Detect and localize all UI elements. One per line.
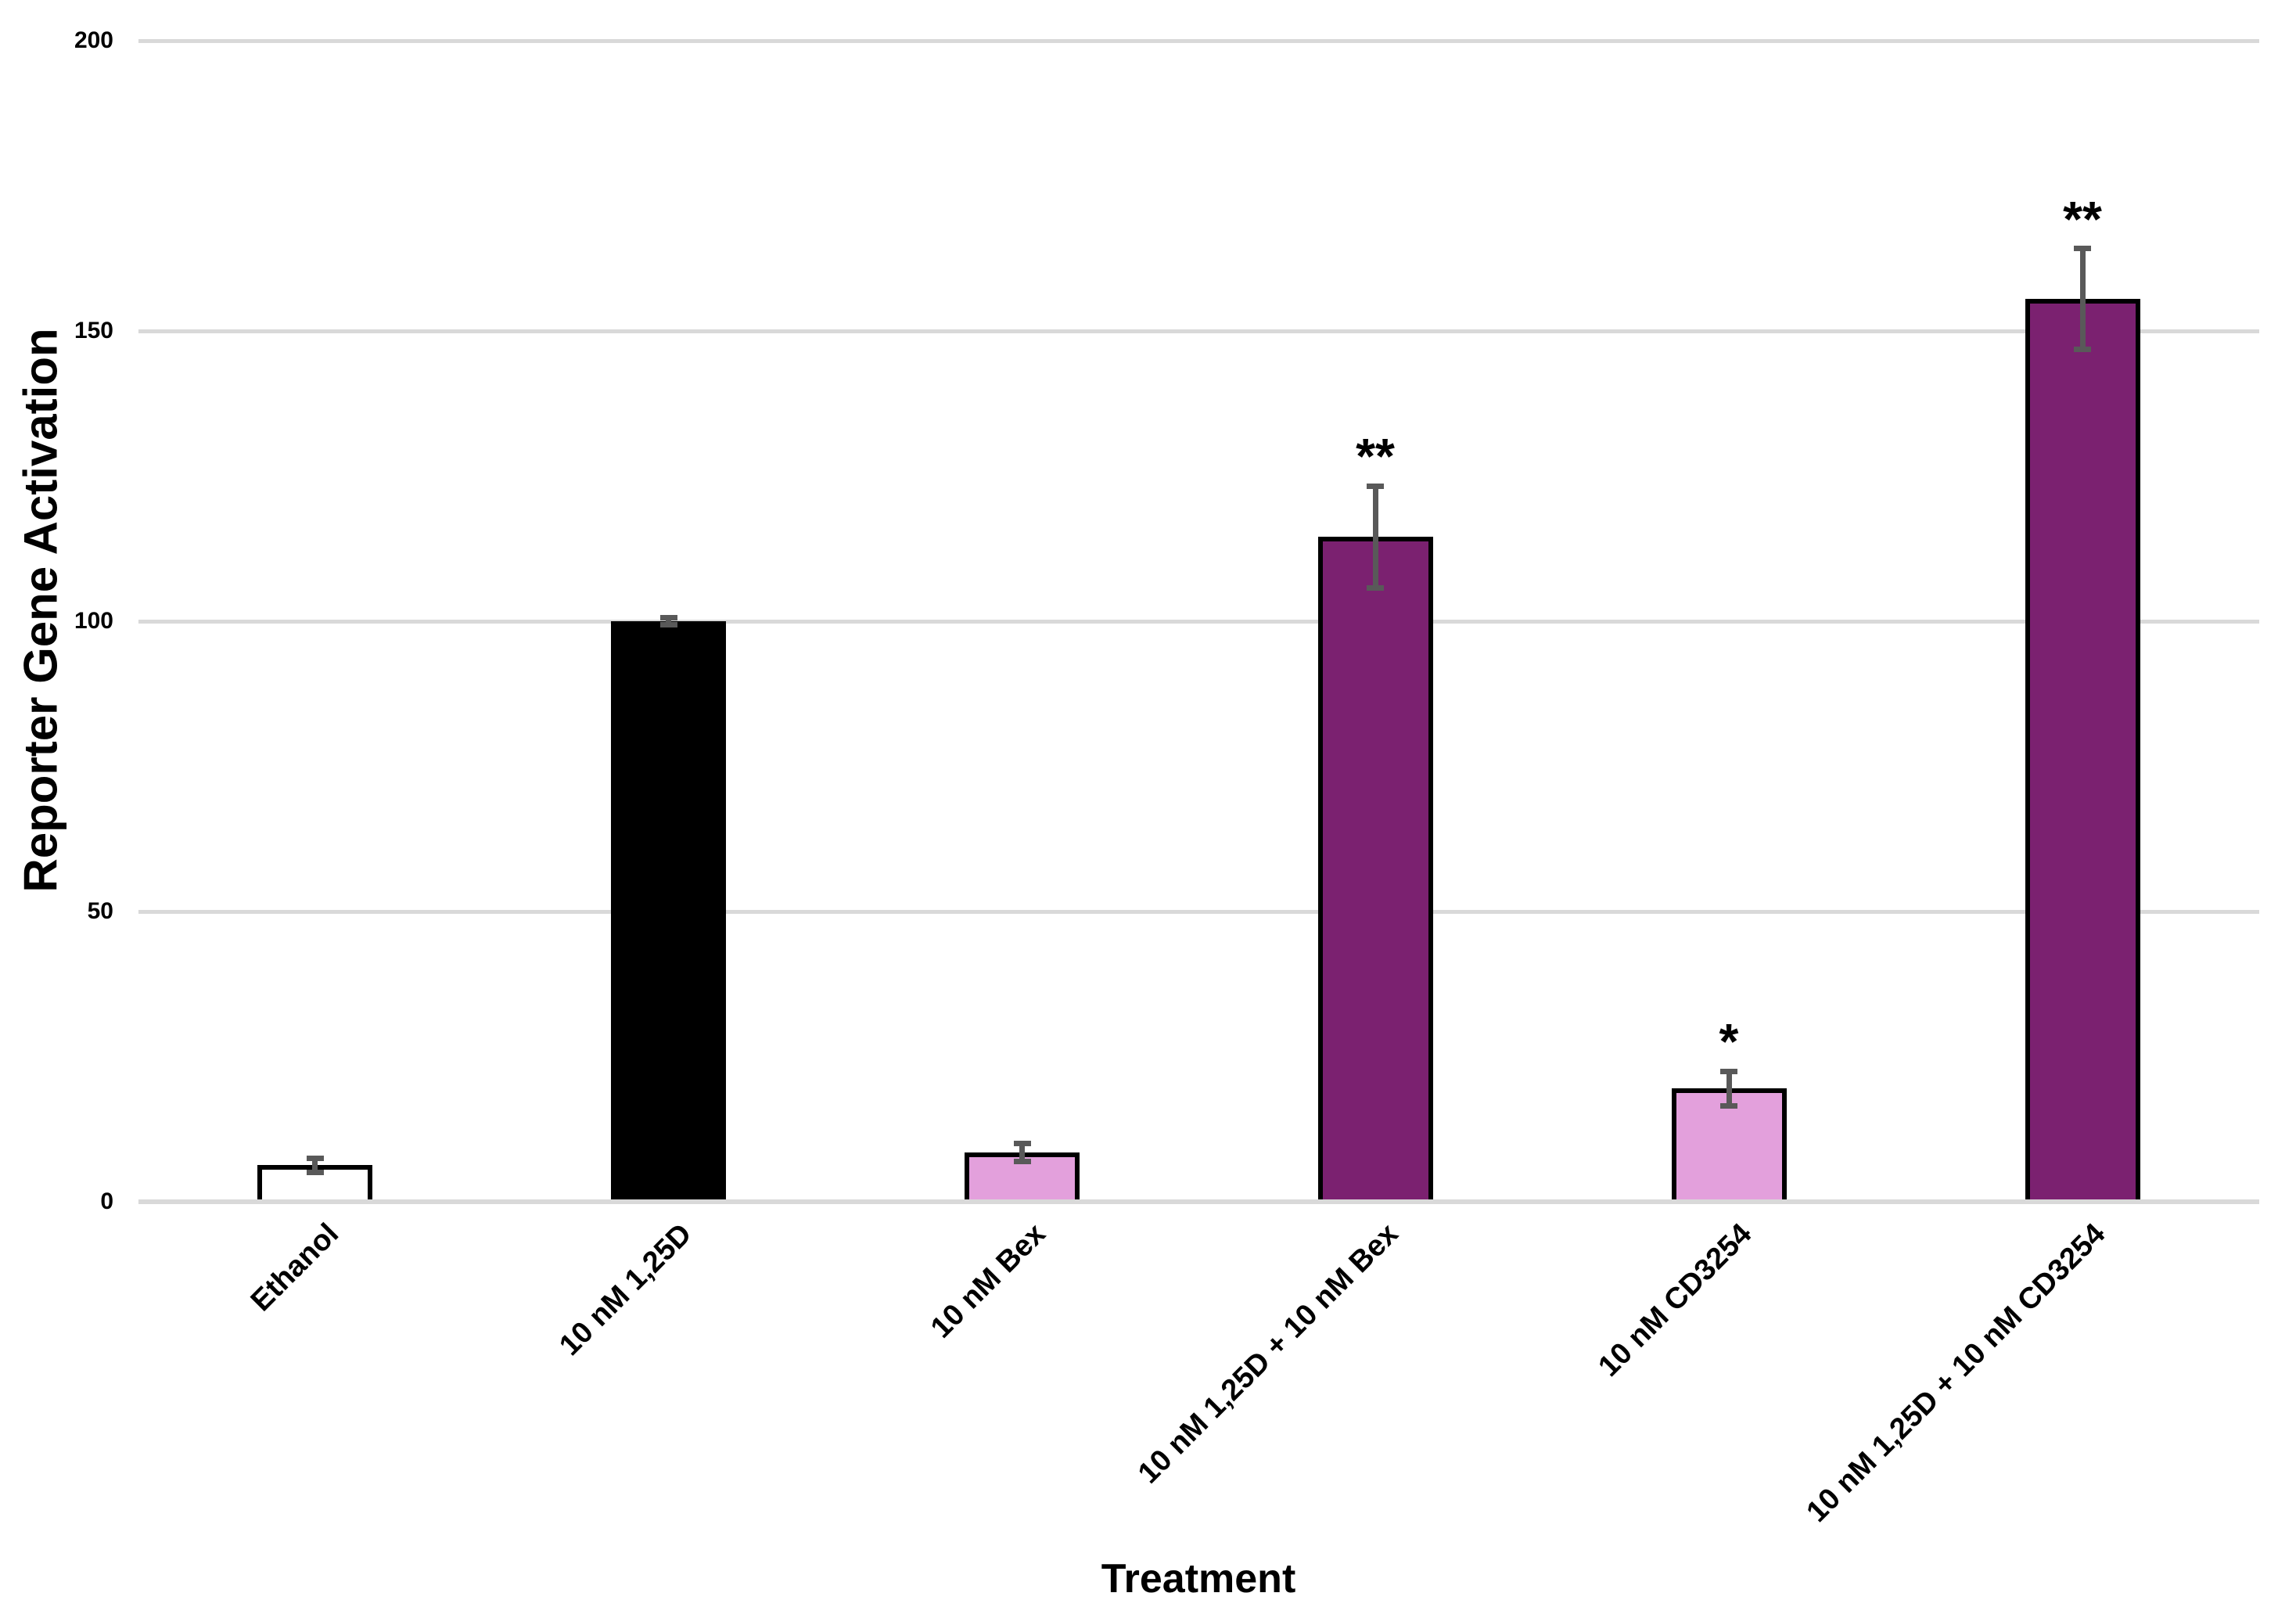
error-bar-cap bbox=[660, 615, 677, 620]
error-bar-cap bbox=[1720, 1103, 1737, 1109]
error-bar-cap bbox=[2074, 347, 2091, 352]
y-axis-tick-label: 150 bbox=[74, 318, 113, 343]
error-bar-cap bbox=[660, 622, 677, 627]
error-bar-cap bbox=[307, 1156, 324, 1161]
y-axis-tick-label: 100 bbox=[74, 608, 113, 634]
x-axis-category-label: 10 nM 1,25D bbox=[553, 1217, 699, 1363]
significance-asterisks: ** bbox=[2063, 191, 2102, 247]
error-bar-cap bbox=[1014, 1141, 1031, 1146]
x-axis-line bbox=[138, 1199, 2259, 1204]
error-bar-cap bbox=[1367, 484, 1384, 489]
x-axis-category-label: 10 nM 1,25D + 10 nM Bex bbox=[1132, 1217, 1405, 1490]
error-bar-cap bbox=[1014, 1159, 1031, 1164]
error-bar bbox=[2080, 249, 2086, 350]
error-bar-cap bbox=[1367, 585, 1384, 591]
error-bar-cap bbox=[2074, 246, 2091, 251]
error-bar bbox=[666, 618, 671, 625]
x-axis-category-label: 10 nM 1,25D + 10 nM CD3254 bbox=[1800, 1217, 2112, 1529]
gridline bbox=[138, 910, 2259, 914]
significance-asterisks: ** bbox=[1356, 428, 1395, 484]
gridline bbox=[138, 39, 2259, 43]
x-axis-title: Treatment bbox=[1101, 1556, 1296, 1602]
bar-6 bbox=[2025, 299, 2140, 1204]
gridline bbox=[138, 620, 2259, 624]
bar-4 bbox=[1318, 537, 1433, 1204]
y-axis-tick-label: 200 bbox=[74, 27, 113, 53]
gridline bbox=[138, 329, 2259, 333]
x-axis-category-label: Ethanol bbox=[244, 1217, 345, 1318]
error-bar bbox=[1019, 1144, 1025, 1161]
bar-2 bbox=[611, 621, 726, 1204]
error-bar bbox=[312, 1158, 318, 1172]
error-bar bbox=[1726, 1071, 1732, 1106]
y-axis-tick-label: 50 bbox=[87, 898, 113, 924]
error-bar-cap bbox=[1720, 1069, 1737, 1074]
error-bar-cap bbox=[307, 1170, 324, 1175]
x-axis-category-label: 10 nM Bex bbox=[925, 1217, 1052, 1345]
significance-asterisks: * bbox=[1719, 1013, 1739, 1070]
error-bar bbox=[1373, 486, 1378, 588]
x-axis-category-label: 10 nM CD3254 bbox=[1592, 1217, 1759, 1383]
y-axis-tick-label: 0 bbox=[100, 1188, 113, 1214]
